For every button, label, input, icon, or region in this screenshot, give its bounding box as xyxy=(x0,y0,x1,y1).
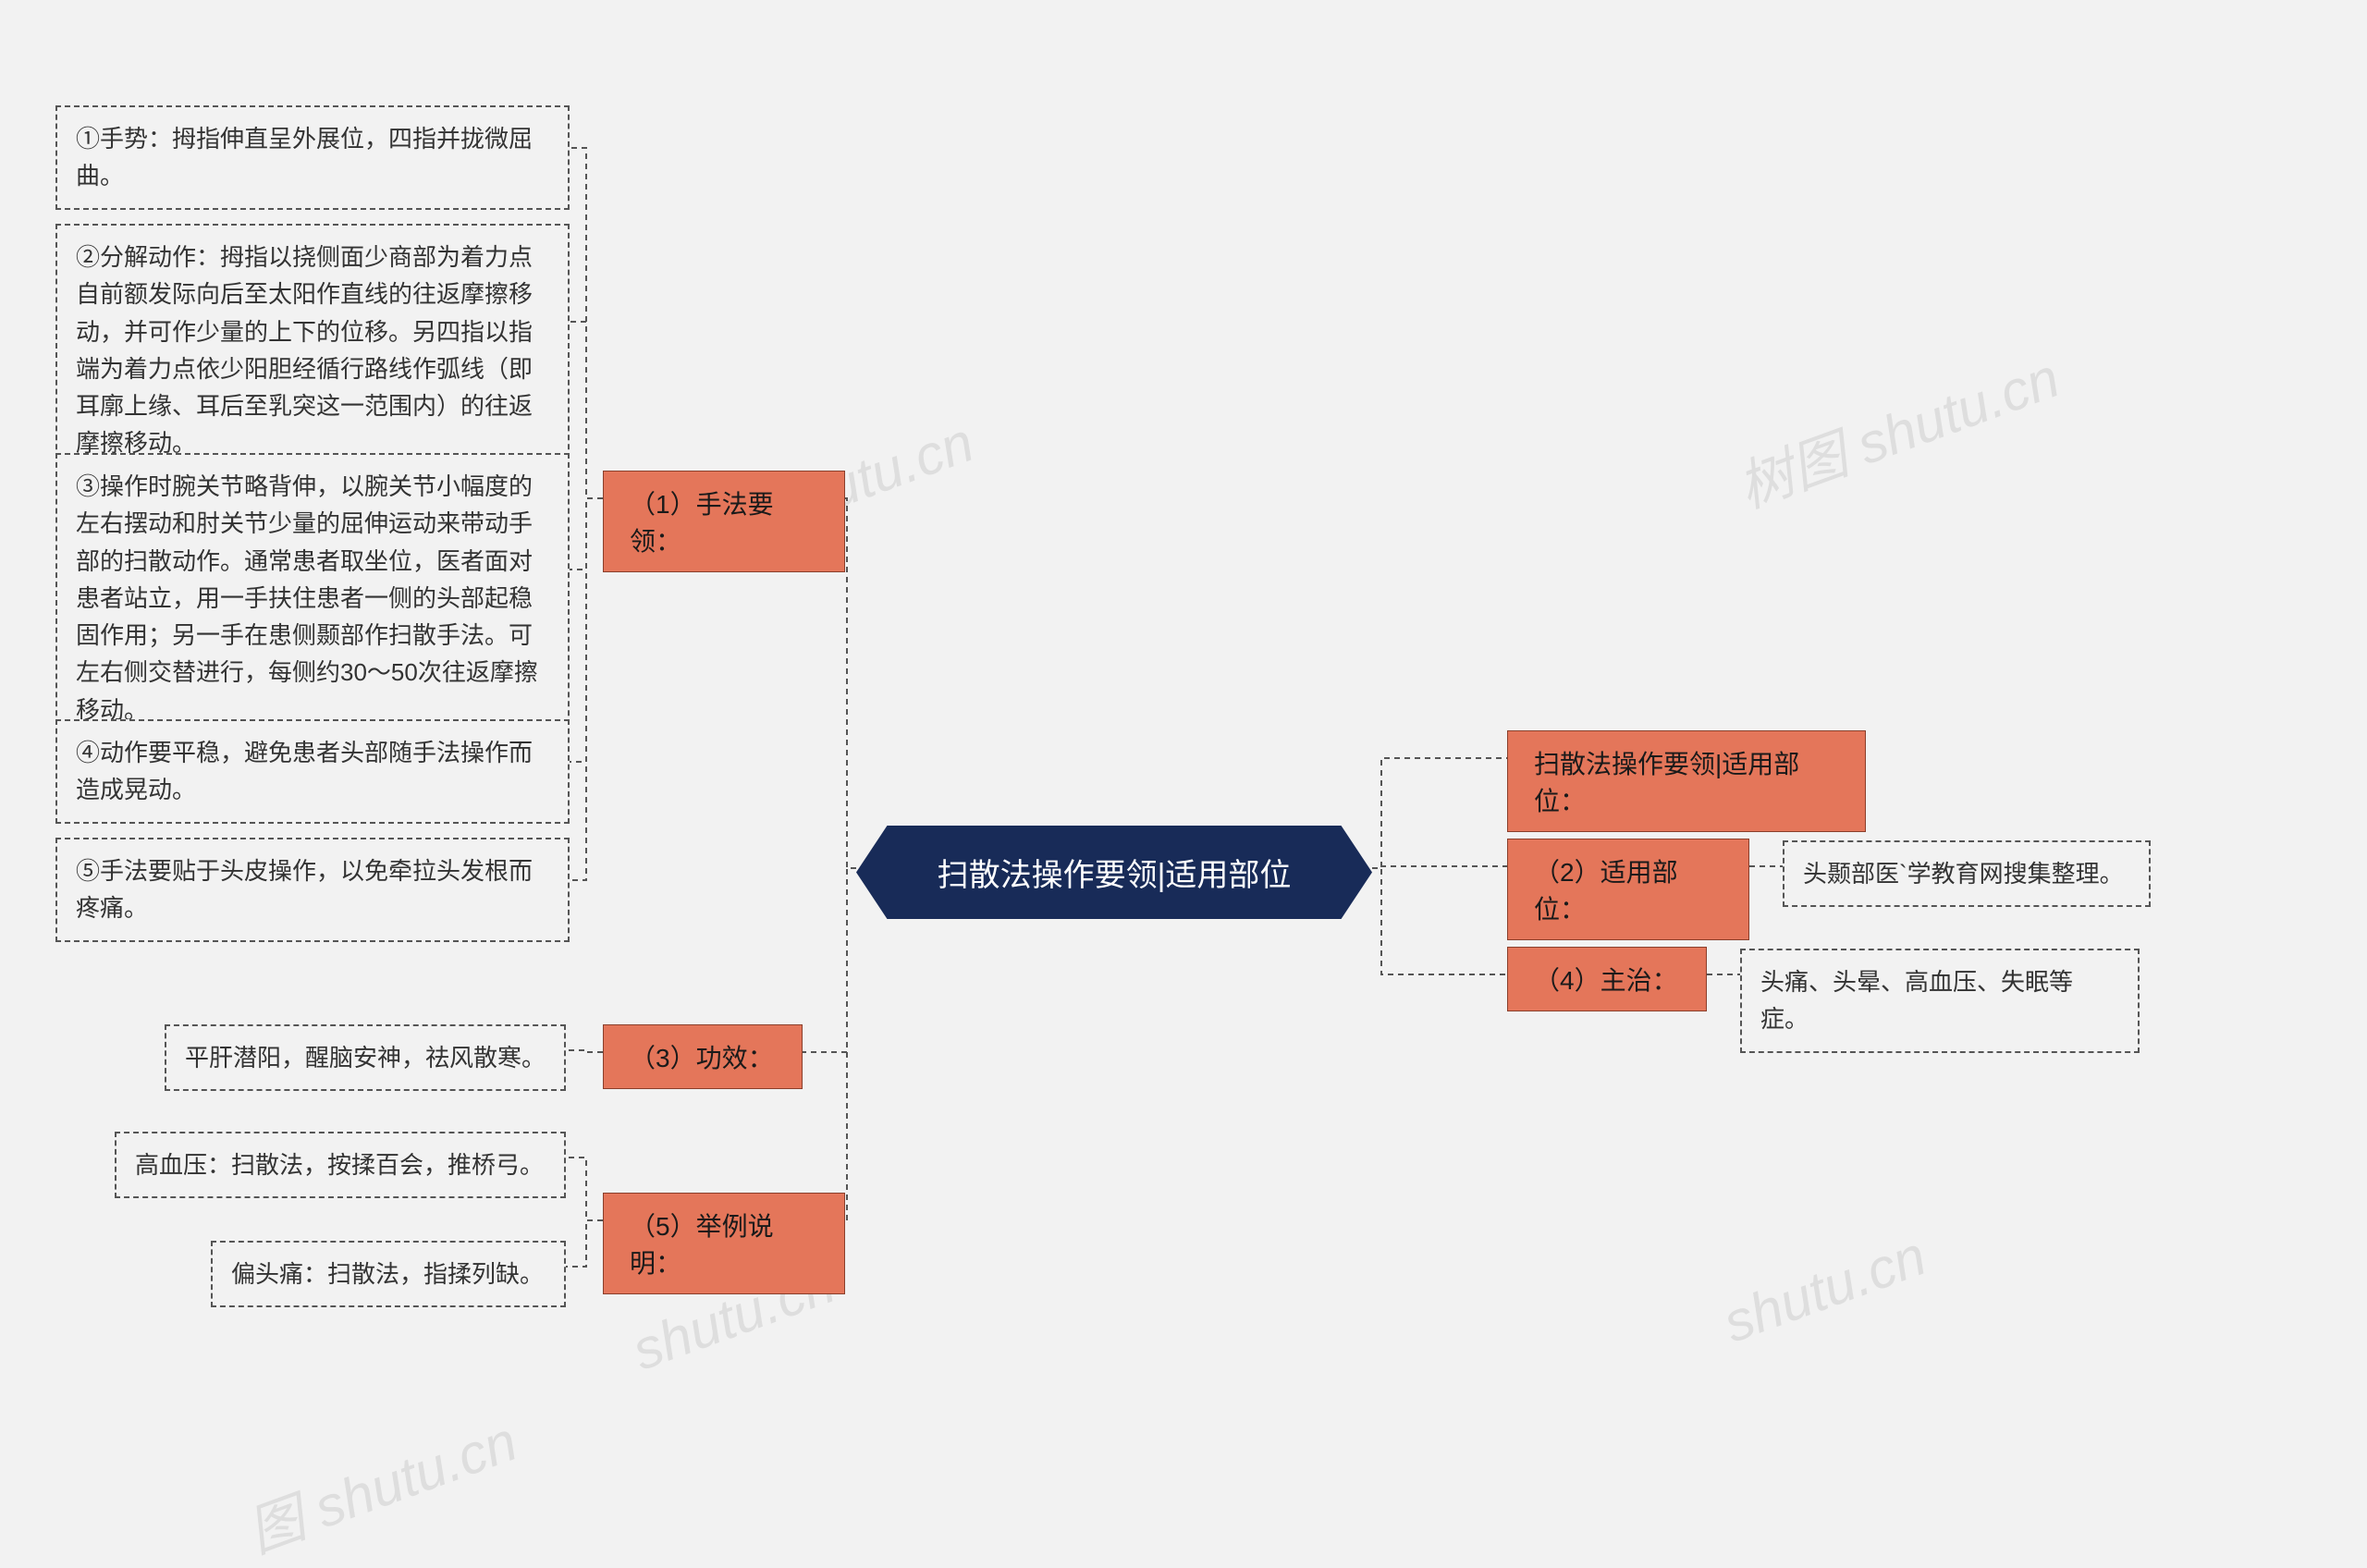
node-methods[interactable]: （1）手法要领： xyxy=(603,471,845,572)
node-parts[interactable]: （2）适用部位： xyxy=(1507,839,1749,940)
watermark: shutu.cn xyxy=(1715,1223,1934,1354)
leaf-method-5: ⑤手法要贴于头皮操作，以免牵拉头发根而疼痛。 xyxy=(55,838,570,942)
node-effect[interactable]: （3）功效： xyxy=(603,1024,803,1089)
node-treat[interactable]: （4）主治： xyxy=(1507,947,1707,1011)
watermark: 树图 shutu.cn xyxy=(1725,333,2068,523)
leaf-parts-1: 头颞部医`学教育网搜集整理。 xyxy=(1783,840,2151,907)
root-node[interactable]: 扫散法操作要领|适用部位 xyxy=(856,826,1372,919)
watermark: 图 shutu.cn xyxy=(235,1397,526,1568)
leaf-method-4: ④动作要平稳，避免患者头部随手法操作而造成晃动。 xyxy=(55,719,570,824)
leaf-treat-1: 头痛、头晕、高血压、失眠等症。 xyxy=(1740,949,2140,1053)
mindmap-canvas: 树图 shutu.cn shutu.cn shutu.cn shutu.cn 图… xyxy=(0,0,2367,1454)
leaf-example-2: 偏头痛：扫散法，指揉列缺。 xyxy=(211,1241,566,1307)
node-title-right[interactable]: 扫散法操作要领|适用部位： xyxy=(1507,730,1866,832)
leaf-method-1: ①手势：拇指伸直呈外展位，四指并拢微屈曲。 xyxy=(55,105,570,210)
leaf-method-3: ③操作时腕关节略背伸，以腕关节小幅度的左右摆动和肘关节少量的屈伸运动来带动手部的… xyxy=(55,453,570,743)
leaf-method-2: ②分解动作：拇指以挠侧面少商部为着力点自前额发际向后至太阳作直线的往返摩擦移动，… xyxy=(55,224,570,477)
node-example[interactable]: （5）举例说明： xyxy=(603,1193,845,1294)
leaf-example-1: 高血压：扫散法，按揉百会，推桥弓。 xyxy=(115,1132,566,1198)
leaf-effect-1: 平肝潜阳，醒脑安神，祛风散寒。 xyxy=(165,1024,566,1091)
